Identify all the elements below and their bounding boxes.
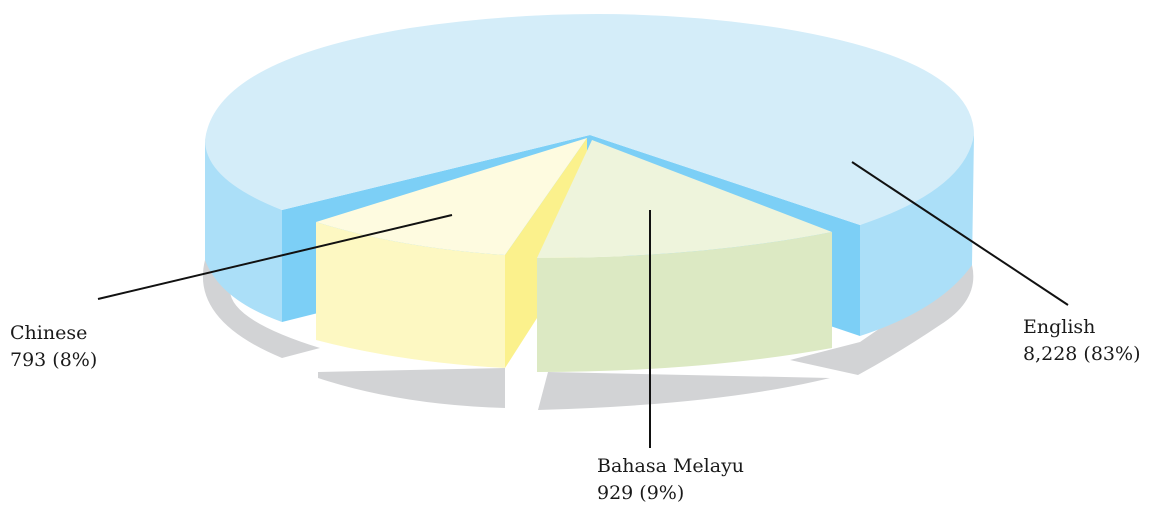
english-leader <box>851 161 1069 306</box>
chinese-value: 793 (8%) <box>10 349 97 371</box>
bahasa-top <box>537 140 832 258</box>
chinese-leader <box>97 214 453 300</box>
bahasa-value: 929 (9%) <box>597 482 684 504</box>
chinese-front <box>316 222 505 368</box>
chinese-label: Chinese <box>10 322 87 344</box>
english-value: 8,228 (83%) <box>1023 343 1141 365</box>
slice-bahasa <box>537 140 832 372</box>
shadow-layer <box>202 260 974 410</box>
english-label: English <box>1023 316 1095 338</box>
bahasa-shadow <box>538 372 830 410</box>
bahasa-front <box>537 232 832 372</box>
bahasa-label: Bahasa Melayu <box>597 455 744 477</box>
english-side-right <box>860 135 974 336</box>
english-shadow-right <box>790 265 974 375</box>
english-side <box>205 140 282 322</box>
chinese-top <box>316 138 587 255</box>
chinese-shadow <box>318 368 505 408</box>
english-top <box>205 14 974 225</box>
english-shadow <box>202 260 320 358</box>
